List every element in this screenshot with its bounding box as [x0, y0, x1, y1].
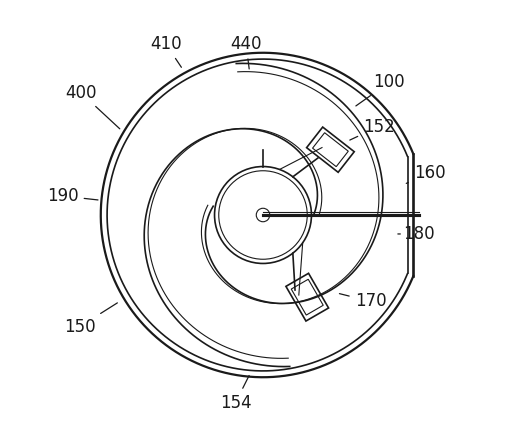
- Text: 100: 100: [356, 73, 405, 106]
- Text: 400: 400: [65, 84, 120, 129]
- Text: 440: 440: [230, 35, 262, 69]
- Text: 154: 154: [220, 375, 251, 412]
- Text: 152: 152: [350, 117, 394, 140]
- Text: 160: 160: [406, 164, 446, 183]
- Text: 150: 150: [64, 303, 117, 336]
- Text: 170: 170: [339, 292, 386, 310]
- Text: 410: 410: [150, 35, 182, 68]
- Text: 190: 190: [47, 187, 98, 205]
- Text: 180: 180: [398, 225, 434, 243]
